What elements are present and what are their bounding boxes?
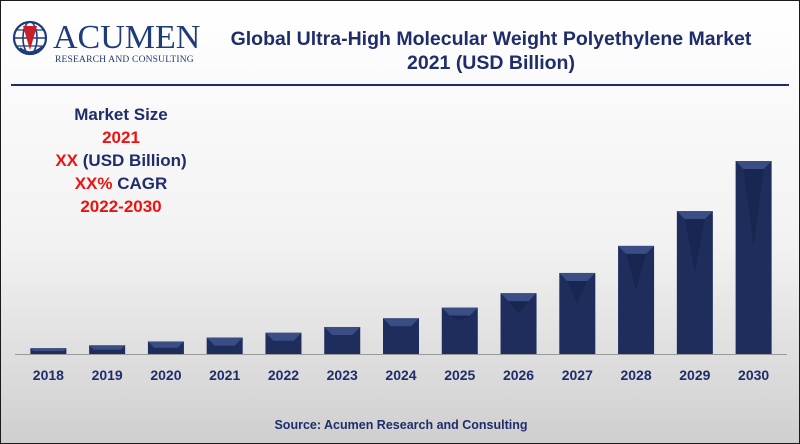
x-tick-label: 2025 [444, 367, 475, 383]
bar-bevel [89, 345, 126, 350]
bar-2023 [324, 326, 361, 354]
bar-2026 [500, 293, 537, 354]
bar-bevel [676, 211, 713, 220]
market-cagr: XX% CAGR [41, 172, 201, 195]
market-size-value-unit: (USD Billion) [82, 151, 187, 170]
bar-shade [743, 169, 764, 248]
bar-2020 [147, 341, 184, 354]
x-tick-label: 2024 [385, 367, 416, 383]
market-cagr-label: CAGR [117, 174, 168, 193]
x-tick-label: 2022 [268, 367, 299, 383]
x-tick-label: 2027 [562, 367, 593, 383]
chart-title: Global Ultra-High Molecular Weight Polye… [196, 27, 786, 75]
bar-bevel [147, 341, 184, 348]
bar-shade [567, 280, 588, 304]
bar-2027 [559, 272, 596, 354]
source-note: Source: Acumen Research and Consulting [274, 418, 528, 432]
bar-bevel [324, 326, 361, 335]
bar-bevel [30, 348, 67, 352]
market-size-year: 2021 [102, 128, 140, 147]
market-size-box: Market Size 2021 XX (USD Billion) XX% CA… [41, 103, 201, 218]
bar-2028 [618, 245, 655, 354]
x-tick-label: 2026 [503, 367, 534, 383]
market-cagr-prefix: XX% [74, 174, 113, 193]
market-cagr-period: 2022-2030 [80, 197, 162, 216]
bar-2024 [383, 318, 419, 354]
x-tick-label: 2030 [738, 367, 769, 383]
x-tick-label: 2018 [33, 367, 64, 383]
market-size-value-prefix: XX [55, 151, 79, 170]
bar-2022 [265, 332, 302, 354]
x-tick-label: 2021 [209, 367, 240, 383]
bar-bevel [735, 161, 772, 169]
logo-tagline: RESEARCH AND CONSULTING [55, 55, 194, 65]
x-tick-label: 2023 [327, 367, 358, 383]
market-size-heading: Market Size [74, 105, 168, 124]
market-size-value: XX (USD Billion) [41, 149, 201, 172]
bar-bevel [265, 332, 302, 341]
bar-2025 [441, 307, 478, 354]
bar-bevel [500, 293, 537, 302]
bar-shade [626, 253, 647, 290]
bar-2018 [30, 348, 67, 354]
logo-wordmark: ACUMEN [53, 19, 201, 56]
acumen-logo: ACUMEN RESEARCH AND CONSULTING [11, 17, 200, 73]
bar-shade [684, 219, 705, 273]
x-tick-label: 2029 [679, 367, 710, 383]
globe-icon [12, 20, 48, 56]
bar-bevel [383, 318, 419, 327]
title-divider [11, 84, 789, 86]
bar-bevel [206, 337, 243, 346]
title-line-2: 2021 (USD Billion) [407, 52, 575, 74]
x-tick-label: 2028 [620, 367, 651, 383]
bar-2030 [735, 161, 772, 354]
bar-shade [449, 315, 470, 321]
bar-bevel [559, 272, 596, 281]
x-tick-label: 2020 [150, 367, 181, 383]
bar-shade [508, 301, 529, 314]
bar-2019 [89, 345, 126, 354]
x-tick-label: 2019 [92, 367, 123, 383]
bar-bevel [441, 307, 478, 316]
bar-2029 [676, 211, 713, 354]
bar-bevel [618, 245, 655, 254]
title-line-1: Global Ultra-High Molecular Weight Polye… [230, 28, 752, 50]
bar-2021 [206, 337, 243, 354]
